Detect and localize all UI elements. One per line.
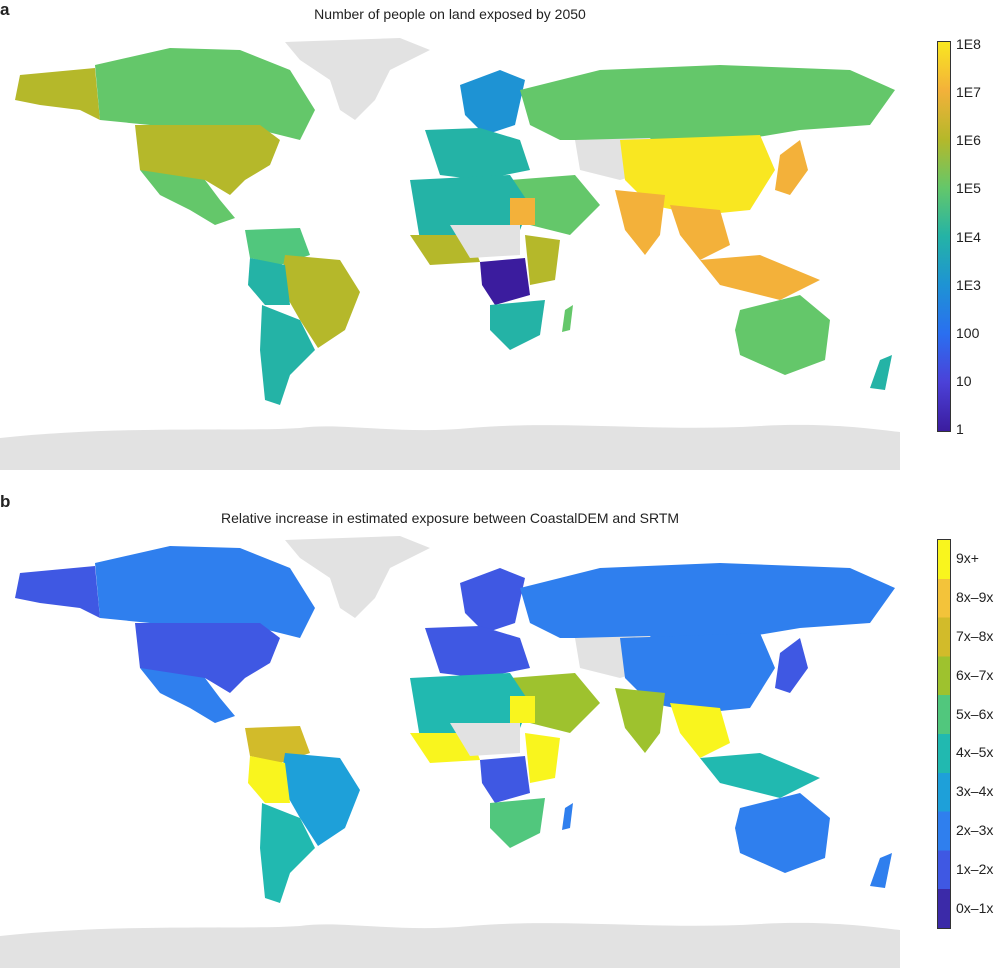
alaska <box>15 566 100 618</box>
increase-colorbar-tick: 2x–3x <box>956 822 994 838</box>
madagascar <box>562 803 573 830</box>
peru-bolivia <box>248 756 290 803</box>
europe-west <box>425 128 530 180</box>
colombia-venezuela <box>245 228 310 265</box>
increase-colorbar-tick: 7x–8x <box>956 628 994 644</box>
increase-colorbar-tick: 5x–6x <box>956 705 994 722</box>
increase-colorbar-tick: 8x–9x <box>956 589 994 606</box>
southern-africa <box>490 300 545 350</box>
north-africa <box>410 673 530 738</box>
southeast-asia <box>670 205 730 260</box>
mexico <box>140 668 235 723</box>
exposure-colorbar-tick: 1E8 <box>956 36 981 52</box>
exposure-colorbar-tick: 1 <box>956 421 964 437</box>
drc <box>480 756 530 803</box>
madagascar <box>562 305 573 332</box>
increase-colorbar-tick: 9x+ <box>956 550 979 567</box>
central-africa-no-data <box>450 225 520 258</box>
russia <box>520 65 895 140</box>
argentina-chile <box>260 305 315 405</box>
exposure-colorbar-tick: 100 <box>956 324 980 341</box>
brazil <box>280 753 360 846</box>
australia <box>735 793 830 873</box>
exposure-colorbar-tick: 1E6 <box>956 132 981 149</box>
east-africa <box>525 235 560 285</box>
exposure-colorbar-tick: 10 <box>956 372 972 389</box>
scandinavia <box>460 568 525 633</box>
canada <box>95 546 315 638</box>
russia <box>520 563 895 638</box>
colombia-venezuela <box>245 726 310 763</box>
greenland <box>285 38 430 120</box>
increase-colorbar-tick: 3x–4x <box>956 783 994 800</box>
increase-colorbar-tick: 0x–1x <box>956 899 994 916</box>
exposure-increase-map <box>0 536 900 968</box>
southeast-asia <box>670 703 730 758</box>
argentina-chile <box>260 803 315 903</box>
greenland <box>285 536 430 618</box>
increase-colorbar-tick: 1x–2x <box>956 860 994 877</box>
japan <box>775 140 808 195</box>
mexico <box>140 170 235 225</box>
canada <box>95 48 315 140</box>
egypt <box>510 696 535 723</box>
panel-a-title: Number of people on land exposed by 2050 <box>314 6 586 22</box>
central-africa-no-data <box>450 723 520 756</box>
increase-colorbar <box>937 539 951 929</box>
east-africa <box>525 733 560 783</box>
japan <box>775 638 808 693</box>
new-zealand <box>870 853 892 888</box>
antarctica <box>0 922 900 968</box>
india <box>615 688 665 753</box>
indonesia <box>700 753 820 798</box>
exposure-map <box>0 38 900 470</box>
panel-b-letter: b <box>0 492 11 511</box>
alaska <box>15 68 100 120</box>
antarctica <box>0 424 900 470</box>
australia <box>735 295 830 375</box>
southern-africa <box>490 798 545 848</box>
panel-a-letter: a <box>0 0 10 19</box>
new-zealand <box>870 355 892 390</box>
egypt <box>510 198 535 225</box>
india <box>615 190 665 255</box>
drc <box>480 258 530 305</box>
brazil <box>280 255 360 348</box>
exposure-colorbar <box>937 41 951 432</box>
scandinavia <box>460 70 525 135</box>
exposure-colorbar-tick: 1E5 <box>956 180 981 197</box>
exposure-colorbar-tick: 1E4 <box>956 228 981 245</box>
increase-colorbar-tick: 6x–7x <box>956 666 994 683</box>
north-africa <box>410 175 530 240</box>
exposure-colorbar-tick: 1E3 <box>956 276 981 293</box>
increase-colorbar-tick: 4x–5x <box>956 744 994 761</box>
panel-b-title: Relative increase in estimated exposure … <box>220 510 680 526</box>
peru-bolivia <box>248 258 290 305</box>
europe-west <box>425 626 530 678</box>
indonesia <box>700 255 820 300</box>
exposure-colorbar-tick: 1E7 <box>956 84 981 101</box>
